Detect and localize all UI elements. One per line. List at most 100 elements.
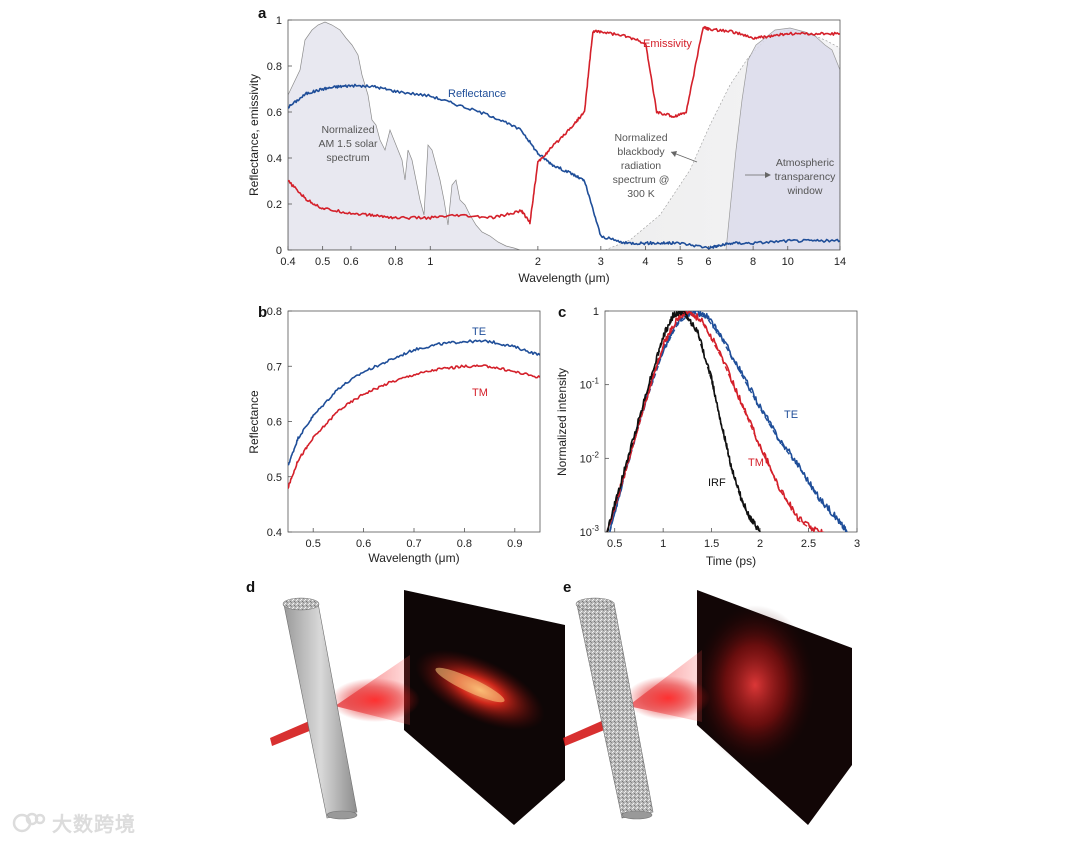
reflectance-label: Reflectance [448, 88, 506, 100]
panel-c-ylabel: Normalized intensity [555, 368, 569, 476]
te-label-b: TE [472, 326, 486, 338]
panel-b-label: b [258, 304, 267, 321]
x-tick-label: 2 [757, 538, 763, 550]
y-tick-label: 1 [593, 306, 599, 318]
solar-label-line-3: spectrum [326, 152, 369, 164]
series-line-emissivity [288, 25, 840, 225]
panel-c-frame [604, 310, 858, 533]
x-tick-label: 0.9 [507, 538, 522, 550]
x-tick-label: 5 [677, 256, 683, 268]
x-tick-label: 3 [854, 538, 860, 550]
x-tick-label: 14 [834, 256, 846, 268]
fiber-rod-top-d [282, 597, 320, 611]
tm-label-c: TM [748, 457, 764, 469]
panel-b-series [288, 339, 540, 489]
x-tick-label: 0.6 [356, 538, 371, 550]
series-line-te [609, 311, 848, 532]
x-tick-label: 0.8 [388, 256, 403, 268]
x-tick-label: 2 [535, 256, 541, 268]
blackbody-label-line-4: spectrum @ [613, 174, 670, 186]
fit-line-irf [606, 311, 761, 532]
panel-a-plot [288, 21, 840, 250]
fiber-rod-bottom-e [621, 810, 653, 820]
x-tick-label: 2.5 [801, 538, 816, 550]
y-tick-label: 0.8 [267, 306, 282, 318]
x-tick-label: 0.4 [280, 256, 295, 268]
y-tick-label: 10-3 [580, 524, 600, 539]
x-tick-label: 0.5 [315, 256, 330, 268]
solar-annotation: Normalized AM 1.5 solar spectrum [319, 124, 378, 164]
solar-label-line-2: AM 1.5 solar [319, 138, 378, 150]
x-tick-label: 0.6 [343, 256, 358, 268]
x-tick-label: 0.8 [457, 538, 472, 550]
panel-a-xlabel: Wavelength (μm) [518, 271, 609, 285]
series-line-irf [606, 311, 761, 532]
panel-b-frame [287, 310, 541, 533]
panel-b-xlabel: Wavelength (μm) [368, 551, 459, 565]
series-line-reflectance [288, 83, 840, 250]
panel-a-ylabel: Reflectance, emissivity [247, 74, 261, 196]
watermark-text: 大数跨境 [52, 812, 136, 836]
blackbody-label-line-2: blackbody [617, 146, 665, 158]
panel-e-label: e [563, 579, 571, 596]
fit-line-tm [606, 311, 818, 532]
panel-d-label: d [246, 579, 255, 596]
y-tick-label: 0.6 [267, 107, 282, 119]
atmospheric-window-area [725, 27, 840, 250]
series-line-te [288, 339, 540, 466]
blackbody-label-line-1: Normalized [614, 132, 667, 144]
x-tick-label: 3 [598, 256, 604, 268]
irf-label-c: IRF [708, 477, 726, 489]
x-tick-label: 4 [642, 256, 648, 268]
fiber-rod-top-e [575, 597, 615, 611]
watermark: 大数跨境 [12, 808, 136, 837]
y-tick-label: 0 [276, 245, 282, 257]
x-tick-label: 0.7 [406, 538, 421, 550]
y-tick-label: 0.8 [267, 61, 282, 73]
y-tick-label: 0.4 [267, 153, 282, 165]
panel-d-illustration [270, 590, 565, 825]
panel-b-axes: 0.5 0.6 0.7 0.8 0.9 0.4 0.5 0.6 0.7 0.8 [267, 306, 523, 550]
panel-a-series [288, 25, 840, 250]
x-tick-label: 0.5 [306, 538, 321, 550]
scattered-spot-e [695, 605, 815, 765]
y-tick-label: 1 [276, 15, 282, 27]
y-tick-label: 0.4 [267, 527, 282, 539]
panel-c-series [606, 311, 848, 532]
window-label-line-3: window [786, 185, 822, 197]
window-annotation: Atmospheric transparency window [745, 157, 836, 197]
beam-glow-d [330, 678, 420, 722]
y-tick-label: 0.6 [267, 417, 282, 429]
panel-e-illustration [563, 590, 852, 825]
fiber-rod-bottom-d [326, 810, 358, 820]
scattered-core-d [435, 667, 505, 703]
y-tick-label: 10-1 [580, 377, 600, 392]
series-line-tm [606, 311, 830, 532]
panel-a-axes: 0.4 0.5 0.6 0.8 1 2 3 4 5 6 8 10 14 0 0.2 0.4 0.6 0.8 1 [267, 15, 846, 268]
window-label-line-2: transparency [775, 171, 836, 183]
x-tick-label: 0.5 [607, 538, 622, 550]
blackbody-label-line-3: radiation [621, 160, 661, 172]
x-tick-label: 10 [782, 256, 794, 268]
te-label-c: TE [784, 409, 798, 421]
watermark-logo-icon [12, 812, 46, 832]
y-tick-label: 0.5 [267, 472, 282, 484]
panel-b-ylabel: Reflectance [247, 390, 261, 454]
tm-label-b: TM [472, 387, 488, 399]
window-arrowhead [765, 172, 771, 178]
x-tick-label: 1.5 [704, 538, 719, 550]
y-tick-label: 0.2 [267, 199, 282, 211]
panel-c-xlabel: Time (ps) [706, 554, 756, 568]
solar-spectrum-area [288, 21, 521, 250]
blackbody-arrowhead [671, 151, 677, 157]
window-label-line-1: Atmospheric [776, 157, 834, 169]
x-tick-label: 8 [750, 256, 756, 268]
solar-label-line-1: Normalized [321, 124, 374, 136]
x-tick-label: 6 [705, 256, 711, 268]
beam-glow-e [626, 676, 710, 720]
y-tick-label: 10-2 [580, 450, 600, 465]
blackbody-label-line-5: 300 K [627, 188, 654, 200]
panel-c-label: c [558, 304, 566, 321]
series-line-tm [288, 364, 540, 489]
